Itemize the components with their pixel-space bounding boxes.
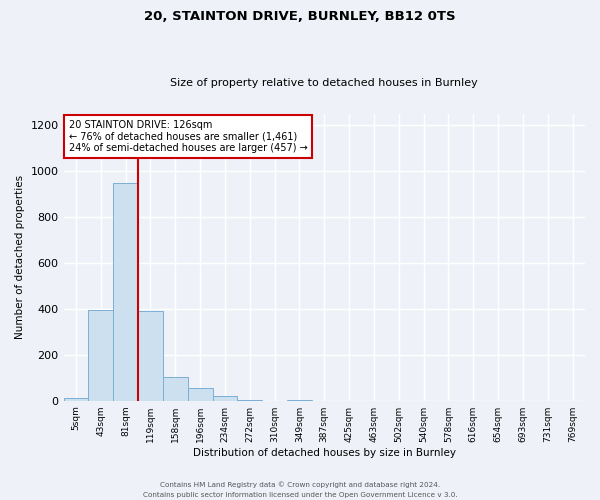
Text: 20, STAINTON DRIVE, BURNLEY, BB12 0TS: 20, STAINTON DRIVE, BURNLEY, BB12 0TS	[144, 10, 456, 23]
Bar	[188, 388, 212, 400]
Text: Contains public sector information licensed under the Open Government Licence v : Contains public sector information licen…	[143, 492, 457, 498]
Bar	[64, 398, 88, 400]
Bar	[163, 376, 188, 400]
X-axis label: Distribution of detached houses by size in Burnley: Distribution of detached houses by size …	[193, 448, 456, 458]
Bar	[138, 311, 163, 400]
Y-axis label: Number of detached properties: Number of detached properties	[15, 175, 25, 340]
Text: 20 STAINTON DRIVE: 126sqm
← 76% of detached houses are smaller (1,461)
24% of se: 20 STAINTON DRIVE: 126sqm ← 76% of detac…	[69, 120, 308, 152]
Bar	[113, 182, 138, 400]
Title: Size of property relative to detached houses in Burnley: Size of property relative to detached ho…	[170, 78, 478, 88]
Bar	[88, 310, 113, 400]
Text: Contains HM Land Registry data © Crown copyright and database right 2024.: Contains HM Land Registry data © Crown c…	[160, 481, 440, 488]
Bar	[212, 396, 238, 400]
